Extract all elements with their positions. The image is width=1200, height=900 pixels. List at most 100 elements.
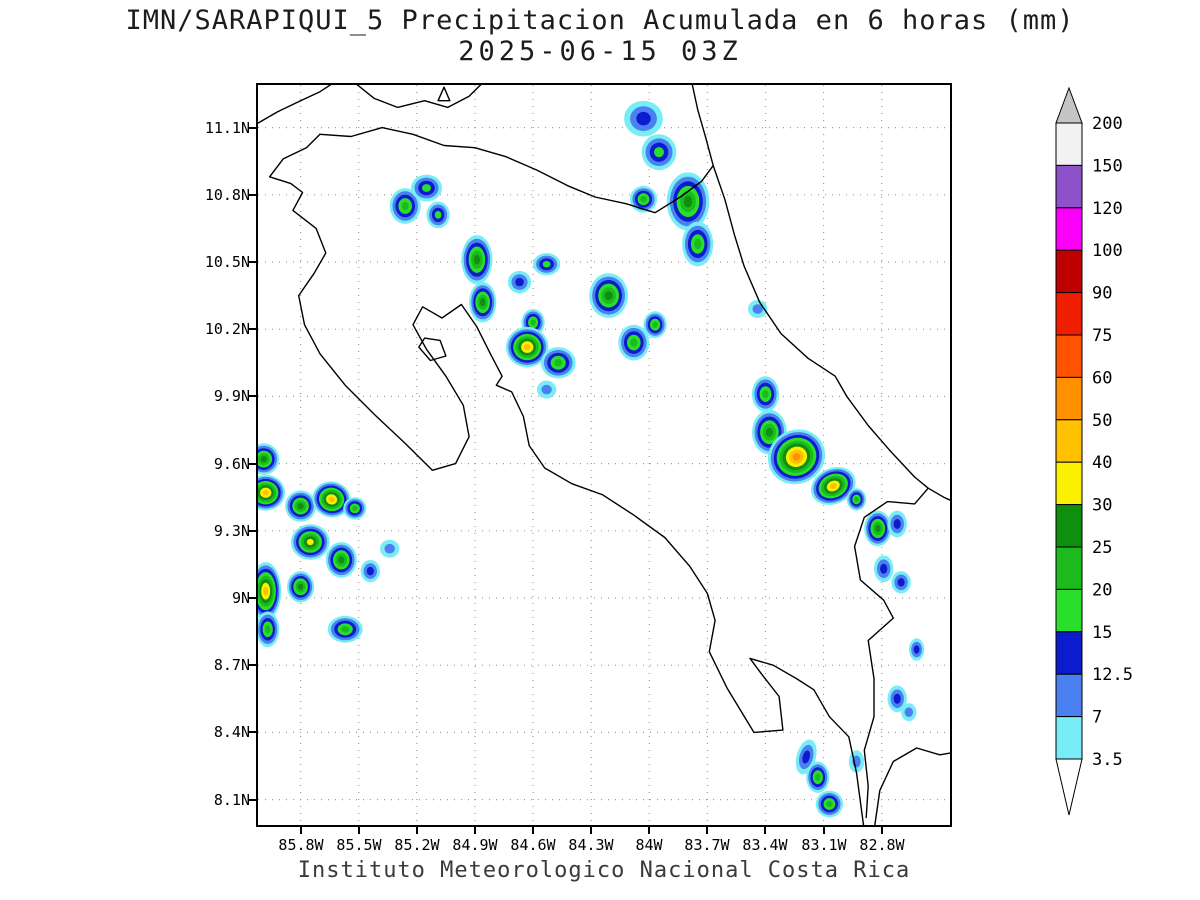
y-tick-label: 9.6N — [213, 455, 250, 473]
x-tick-label: 84.9W — [452, 836, 498, 854]
colorbar-label: 60 — [1092, 368, 1112, 388]
colorbar-band — [1055, 461, 1083, 506]
precip-cell-band — [480, 298, 486, 307]
precip-cell-band — [341, 626, 350, 633]
y-tick-mark — [249, 194, 256, 196]
y-tick-label: 9.9N — [213, 387, 250, 405]
coastlines — [258, 85, 950, 825]
grid-lines — [258, 85, 950, 825]
y-tick-label: 10.8N — [204, 186, 250, 204]
precip-cell-band — [762, 389, 769, 399]
x-tick-label: 85.5W — [336, 836, 382, 854]
colorbar-label: 75 — [1092, 326, 1112, 346]
y-tick-mark — [249, 664, 256, 666]
precip-cell-band — [694, 238, 702, 250]
y-tick-mark — [249, 463, 256, 465]
colorbar-band — [1055, 716, 1083, 760]
x-tick-mark — [532, 827, 534, 834]
precip-cell-band — [352, 505, 358, 511]
precip-cell-band — [541, 384, 552, 395]
precip-cell-band — [473, 254, 480, 265]
precip-cell-band — [683, 195, 693, 208]
precip-cell-band — [434, 211, 442, 219]
y-tick-label: 11.1N — [204, 119, 250, 137]
colorbar-band — [1055, 419, 1083, 463]
x-tick-label: 82.8W — [859, 836, 905, 854]
x-tick-label: 84.6W — [510, 836, 556, 854]
precip-cell-band — [384, 543, 395, 554]
y-tick-label: 9N — [231, 589, 250, 607]
x-tick-mark — [416, 827, 418, 834]
precip-cell-band — [338, 556, 345, 564]
precip-cells — [258, 100, 925, 818]
y-tick-label: 10.5N — [204, 253, 250, 271]
precip-cell-band — [792, 453, 801, 461]
colorbar-label: 20 — [1092, 580, 1112, 600]
precip-cell-band — [826, 800, 833, 808]
precip-cell-band — [260, 456, 267, 463]
x-tick-mark — [300, 827, 302, 834]
y-tick-mark — [249, 597, 256, 599]
precip-cell-band — [752, 304, 763, 314]
x-tick-label: 83.1W — [801, 836, 847, 854]
colorbar-label: 7 — [1092, 708, 1102, 728]
colorbar-label: 50 — [1092, 411, 1112, 431]
y-tick-mark — [249, 395, 256, 397]
colorbar-band — [1055, 504, 1083, 548]
map-plot-area — [256, 83, 952, 827]
precip-cell-band — [829, 483, 837, 489]
colorbar-arrow-bottom — [1055, 758, 1083, 816]
x-tick-mark — [474, 827, 476, 834]
colorbar-band — [1055, 164, 1083, 209]
y-tick-mark — [249, 530, 256, 532]
colorbar-label: 30 — [1092, 496, 1112, 516]
precip-cell-band — [640, 196, 647, 203]
colorbar-label: 25 — [1092, 538, 1112, 558]
precip-cell-band — [328, 496, 335, 503]
precip-cell-band — [265, 625, 271, 634]
x-tick-mark — [590, 827, 592, 834]
precip-cell-band — [366, 566, 374, 576]
x-tick-mark — [764, 827, 766, 834]
x-tick-mark — [881, 827, 883, 834]
precip-cell-band — [523, 344, 531, 351]
precip-cell-band — [893, 693, 901, 704]
colorbar-band — [1055, 631, 1083, 675]
colorbar-band — [1055, 376, 1083, 421]
precip-cell-band — [263, 586, 269, 596]
colorbar-band — [1055, 292, 1083, 336]
x-tick-mark — [706, 827, 708, 834]
precip-cell-band — [652, 321, 658, 328]
precip-cell-band — [554, 359, 563, 367]
y-tick-mark — [249, 799, 256, 801]
precip-cell-band — [401, 201, 409, 211]
precip-cell-band — [904, 707, 913, 717]
colorbar-band — [1055, 249, 1083, 294]
colorbar-label: 120 — [1092, 199, 1123, 219]
precip-cell-band — [604, 291, 613, 301]
colorbar-label: 200 — [1092, 114, 1123, 134]
colorbar-band — [1055, 546, 1083, 590]
colorbar-label: 90 — [1092, 284, 1112, 304]
colorbar: 3.5 7 12.5 15 20 25 30 40 50 60 75 90 100 120 150 200 — [1050, 85, 1170, 839]
x-tick-mark — [358, 827, 360, 834]
x-tick-label: 84W — [635, 836, 663, 854]
colorbar-band — [1055, 673, 1083, 718]
colorbar-label: 40 — [1092, 453, 1112, 473]
y-tick-label: 8.1N — [213, 791, 250, 809]
colorbar-label: 15 — [1092, 623, 1112, 643]
y-tick-label: 10.2N — [204, 320, 250, 338]
x-tick-mark — [823, 827, 825, 834]
precip-cell-band — [262, 489, 269, 496]
precip-cell-band — [880, 563, 888, 574]
colorbar-label: 3.5 — [1092, 750, 1123, 770]
precip-cell-band — [854, 496, 859, 502]
precip-cell-band — [630, 338, 638, 347]
precip-cell-band — [636, 111, 651, 126]
precip-cell-band — [515, 277, 524, 287]
chart-subtitle-datetime: 2025-06-15 03Z — [458, 36, 742, 67]
x-tick-label: 84.3W — [568, 836, 614, 854]
colorbar-band — [1055, 207, 1083, 251]
precip-cell-band — [913, 645, 920, 654]
y-tick-mark — [249, 328, 256, 330]
